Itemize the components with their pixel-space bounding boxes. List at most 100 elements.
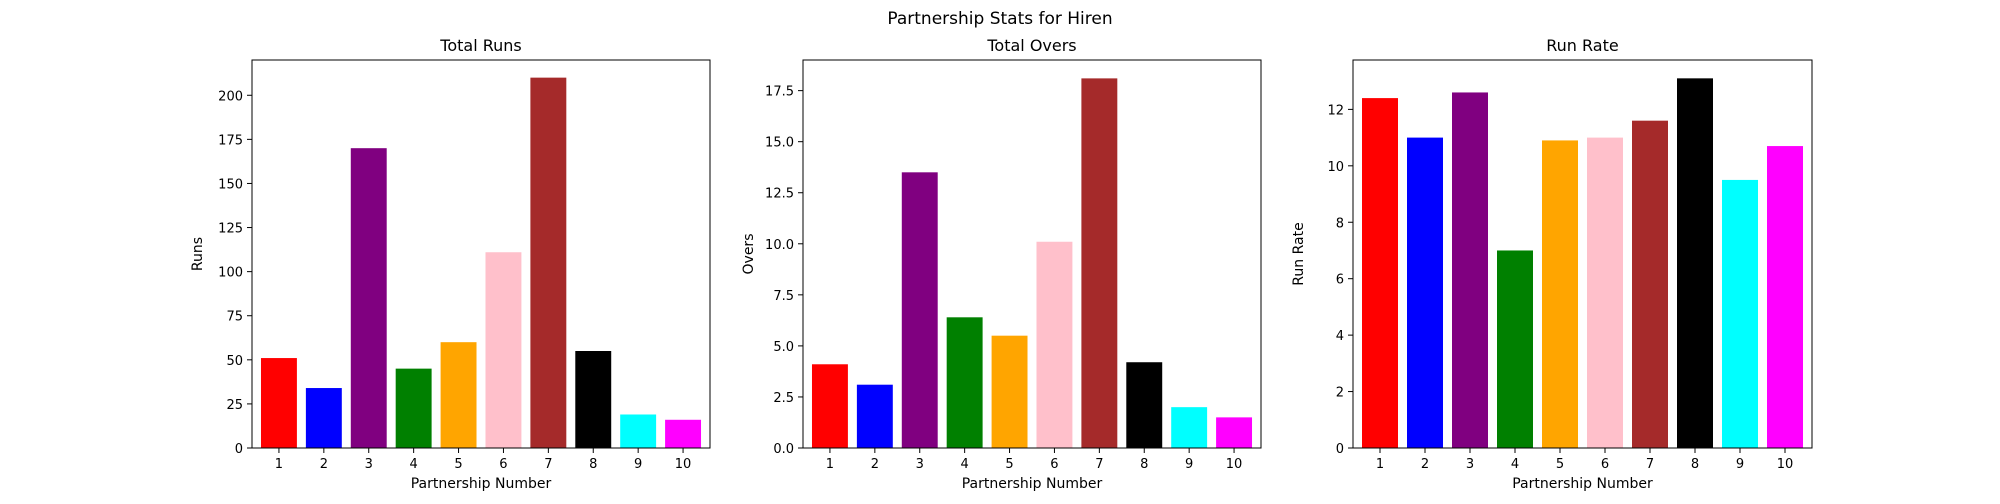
y-tick-label: 50	[226, 354, 243, 369]
x-tick-label: 10	[1777, 457, 1794, 472]
x-tick-label: 5	[1005, 457, 1013, 472]
x-tick-label: 10	[675, 457, 692, 472]
y-tick-label: 100	[218, 266, 243, 281]
x-tick-label: 2	[1421, 457, 1429, 472]
bar-5	[991, 335, 1028, 448]
y-tick-label: 175	[218, 133, 243, 148]
bar-2	[856, 384, 893, 448]
x-tick-label: 1	[1376, 457, 1384, 472]
bar-6	[1036, 241, 1073, 448]
bar-1	[260, 358, 297, 448]
bar-3	[350, 148, 387, 448]
x-tick-label: 7	[544, 457, 552, 472]
y-axis-label: Overs	[741, 234, 757, 275]
bar-10	[1767, 146, 1803, 448]
figure-suptitle: Partnership Stats for Hiren	[887, 9, 1112, 29]
bar-7	[1632, 120, 1668, 448]
x-axis-label: Partnership Number	[411, 476, 552, 492]
chart-title: Run Rate	[1546, 36, 1618, 55]
bar-9	[620, 414, 657, 448]
x-tick-label: 1	[275, 457, 283, 472]
chart-title: Total Runs	[439, 36, 521, 55]
y-tick-label: 125	[218, 222, 243, 237]
x-axis-label: Partnership Number	[962, 476, 1103, 492]
y-tick-label: 10.0	[765, 238, 794, 253]
axes-frame	[251, 59, 711, 449]
x-tick-label: 5	[1556, 457, 1564, 472]
y-tick-label: 0	[235, 442, 243, 457]
y-tick-label: 12.5	[765, 187, 794, 202]
bar-8	[1126, 362, 1163, 448]
bar-5	[440, 342, 477, 448]
bar-8	[1677, 78, 1713, 448]
y-tick-label: 25	[226, 398, 243, 413]
x-tick-label: 7	[1646, 457, 1654, 472]
x-tick-label: 9	[634, 457, 642, 472]
bar-7	[1081, 78, 1118, 449]
bar-4	[1497, 250, 1533, 448]
x-tick-label: 6	[499, 457, 507, 472]
y-tick-label: 4	[1336, 329, 1344, 344]
x-tick-label: 2	[320, 457, 328, 472]
bar-4	[946, 317, 983, 448]
x-tick-label: 5	[454, 457, 462, 472]
y-tick-label: 200	[218, 89, 243, 104]
bar-4	[395, 368, 432, 448]
y-tick-label: 10	[1327, 160, 1344, 175]
x-tick-label: 3	[365, 457, 373, 472]
bar-9	[1722, 179, 1758, 448]
chart-panel-2: 1 2 3 4 5 6 7 8 9 10 0.0 2.5 5.0 7.5 10.0 12.5 15.0 17.5 T…	[741, 36, 1262, 492]
bar-2	[305, 388, 342, 448]
y-tick-label: 150	[218, 177, 243, 192]
axes-frame	[1352, 59, 1813, 449]
y-tick-label: 5.0	[773, 340, 794, 355]
y-tick-label: 7.5	[773, 289, 794, 304]
y-tick-label: 75	[226, 310, 243, 325]
bar-7	[530, 77, 567, 449]
x-tick-label: 4	[961, 457, 969, 472]
x-tick-label: 8	[1691, 457, 1699, 472]
x-tick-label: 6	[1601, 457, 1609, 472]
x-tick-label: 10	[1226, 457, 1243, 472]
x-tick-label: 1	[826, 457, 834, 472]
x-tick-label: 4	[1511, 457, 1519, 472]
bar-2	[1407, 137, 1443, 448]
y-tick-label: 2	[1336, 386, 1344, 401]
y-tick-label: 17.5	[765, 85, 794, 100]
bar-1	[1362, 98, 1398, 448]
bar-6	[1587, 137, 1623, 448]
x-tick-label: 4	[410, 457, 418, 472]
y-tick-label: 2.5	[773, 391, 794, 406]
bar-6	[485, 252, 522, 448]
x-tick-label: 8	[589, 457, 597, 472]
x-tick-label: 2	[871, 457, 879, 472]
bar-3	[1452, 92, 1488, 448]
x-tick-label: 9	[1736, 457, 1744, 472]
y-tick-label: 6	[1336, 273, 1344, 288]
x-tick-label: 3	[1466, 457, 1474, 472]
x-tick-label: 8	[1140, 457, 1148, 472]
y-axis-label: Runs	[190, 237, 206, 271]
axes-frame	[802, 59, 1262, 449]
x-tick-label: 7	[1095, 457, 1103, 472]
y-tick-label: 0.0	[773, 442, 794, 457]
y-tick-label: 0	[1336, 442, 1344, 457]
bar-1	[811, 364, 848, 448]
x-tick-label: 9	[1185, 457, 1193, 472]
y-axis-label: Run Rate	[1291, 222, 1307, 285]
y-tick-label: 12	[1327, 103, 1344, 118]
bar-9	[1171, 407, 1208, 448]
bar-3	[901, 172, 938, 448]
bar-10	[1216, 417, 1253, 448]
bar-8	[575, 351, 612, 448]
y-tick-label: 8	[1336, 216, 1344, 231]
bar-5	[1542, 140, 1578, 448]
bar-10	[665, 419, 702, 448]
x-axis-label: Partnership Number	[1512, 476, 1653, 492]
x-tick-label: 6	[1050, 457, 1058, 472]
y-tick-label: 15.0	[765, 136, 794, 151]
x-tick-label: 3	[916, 457, 924, 472]
